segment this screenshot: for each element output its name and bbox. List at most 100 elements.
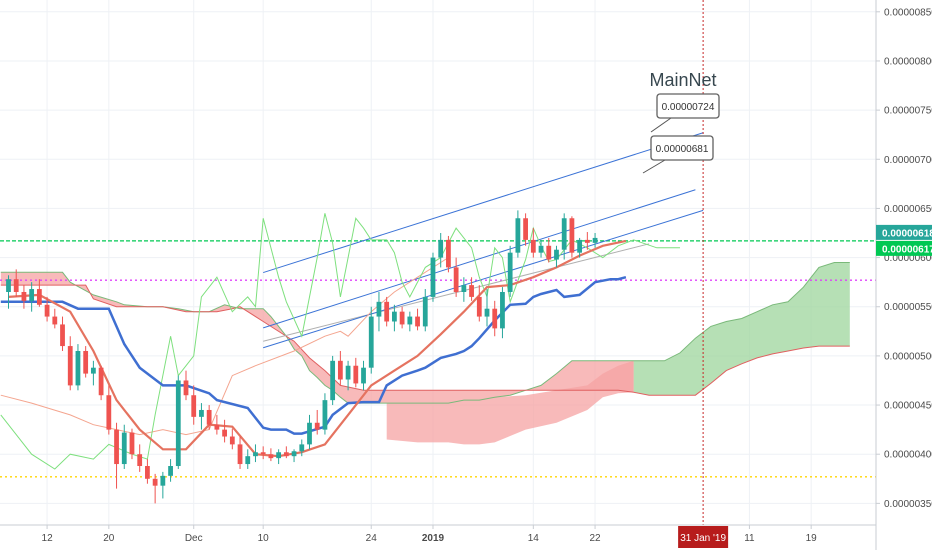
candle — [145, 459, 150, 484]
candle-body — [245, 456, 251, 465]
candle — [90, 360, 96, 386]
price-callout[interactable]: 0.00000681 — [642, 135, 714, 174]
callout-pointer — [642, 159, 666, 174]
candle — [168, 459, 173, 482]
x-tick-label: 12 — [42, 533, 54, 544]
channel-line-2 — [263, 189, 696, 329]
candle — [52, 308, 58, 329]
candle-body — [376, 301, 382, 317]
candle — [345, 360, 351, 391]
candle-body — [21, 291, 27, 301]
ichimoku-cloud — [0, 262, 850, 445]
candle — [60, 316, 65, 351]
candle-body — [283, 452, 289, 457]
candle — [500, 287, 505, 339]
candle — [453, 257, 459, 297]
candle-body — [530, 239, 536, 253]
candle-body — [191, 395, 197, 417]
candle-body — [554, 249, 559, 260]
candle — [384, 296, 390, 327]
candle-body — [507, 252, 513, 292]
candle-body — [83, 350, 89, 374]
candle — [353, 357, 359, 388]
cloud-bearish — [0, 272, 634, 404]
candle-body — [500, 291, 505, 329]
y-tick-label: 0.00000550 — [884, 302, 932, 313]
candle-body — [592, 237, 598, 243]
candle-body — [237, 444, 243, 465]
candle — [407, 311, 413, 332]
candle — [476, 285, 482, 322]
callout-text: 0.00000681 — [656, 144, 709, 155]
candle — [98, 365, 104, 401]
candle — [44, 296, 50, 322]
candle — [229, 428, 235, 450]
cloud-bearish-tail — [386, 360, 634, 445]
candle — [160, 471, 166, 499]
mainnet-label: MainNet — [649, 70, 716, 90]
y-tick-label: 0.00000850 — [884, 7, 932, 18]
candle-body — [129, 432, 135, 455]
price-callout[interactable]: 0.00000724 — [650, 93, 720, 133]
candle — [206, 405, 212, 430]
candle-body — [199, 409, 204, 417]
candle — [253, 444, 258, 463]
x-tick-label: 10 — [258, 533, 270, 544]
candle-body — [44, 304, 50, 317]
candle — [291, 449, 297, 463]
candle — [392, 304, 397, 332]
candle-body — [253, 452, 258, 457]
candle — [376, 291, 382, 332]
candle — [237, 436, 243, 469]
candle — [283, 446, 289, 459]
y-tick-label: 0.00000400 — [884, 450, 932, 461]
price-axis-bg — [876, 0, 932, 550]
candle — [577, 237, 583, 258]
price-badge: 0.00000618 — [876, 224, 932, 240]
y-tick-label: 0.00000500 — [884, 351, 932, 362]
candle-body — [523, 218, 528, 240]
candle-body — [121, 432, 127, 465]
candle — [6, 275, 11, 309]
candle-body — [438, 239, 444, 258]
candle-body — [430, 257, 436, 297]
candle-body — [175, 380, 181, 467]
candle-body — [60, 324, 65, 347]
x-tick-label: 2019 — [422, 533, 445, 544]
y-tick-label: 0.00000800 — [884, 56, 932, 67]
time-axis-bg — [0, 525, 876, 550]
date-badge: 31 Jan '19 — [678, 526, 729, 548]
candle-body — [90, 367, 96, 374]
y-tick-label: 0.00000600 — [884, 253, 932, 264]
y-tick-label: 0.00000700 — [884, 155, 932, 166]
candle-body — [446, 239, 451, 268]
date-badge-text: 31 Jan '19 — [680, 533, 726, 544]
cloud-bullish — [633, 262, 850, 396]
candle-body — [260, 452, 266, 455]
candle — [175, 375, 181, 469]
candle-body — [291, 451, 297, 457]
candle-body — [314, 422, 320, 430]
candle-body — [183, 380, 189, 396]
candle-body — [168, 466, 173, 476]
candle-body — [222, 429, 227, 437]
candle-body — [384, 301, 390, 322]
candle-body — [29, 289, 35, 301]
x-tick-label: 19 — [806, 533, 818, 544]
candle-body — [546, 245, 552, 260]
callout-text: 0.00000724 — [662, 102, 715, 113]
candle — [569, 216, 575, 258]
candle-body — [6, 279, 11, 292]
candle — [299, 439, 305, 457]
candle-body — [106, 395, 112, 430]
candle-body — [469, 285, 474, 297]
candle-body — [337, 360, 343, 380]
candle-body — [137, 454, 143, 467]
tenkan-line — [8, 239, 627, 458]
x-tick-label: 11 — [744, 533, 755, 544]
candle-body — [492, 308, 498, 329]
candle — [430, 252, 436, 302]
price-badge-text: 0.00000618 — [882, 228, 932, 239]
